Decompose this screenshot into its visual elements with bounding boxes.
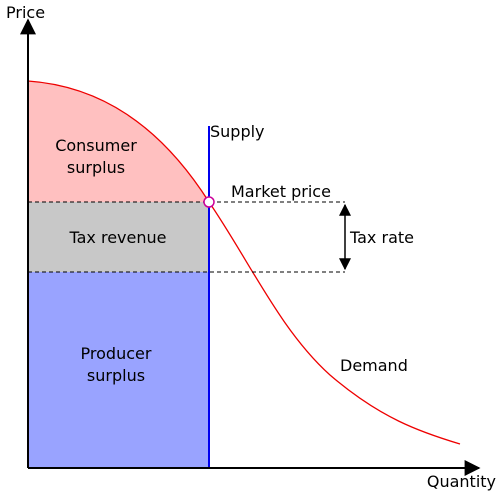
- producer-surplus-label-line1: Producer: [81, 344, 152, 363]
- y-axis-label: Price: [6, 3, 45, 22]
- market-price-point: [203, 196, 215, 208]
- producer-surplus-label-line2: surplus: [87, 366, 145, 385]
- consumer-surplus-label-line2: surplus: [67, 158, 125, 177]
- demand-curve: [27, 80, 461, 445]
- tax-rate-label: Tax rate: [349, 228, 414, 247]
- tax-revenue-area: [28, 202, 209, 272]
- consumer-surplus-label-line1: Consumer: [55, 136, 137, 155]
- x-axis-label: Quantity: [427, 472, 496, 491]
- market-price-label: Market price: [231, 182, 331, 201]
- supply-label: Supply: [210, 122, 265, 141]
- producer-surplus-area: [28, 272, 209, 468]
- tax-revenue-label: Tax revenue: [69, 228, 167, 247]
- consumer-surplus-area: [28, 81, 209, 202]
- demand-label: Demand: [340, 356, 408, 375]
